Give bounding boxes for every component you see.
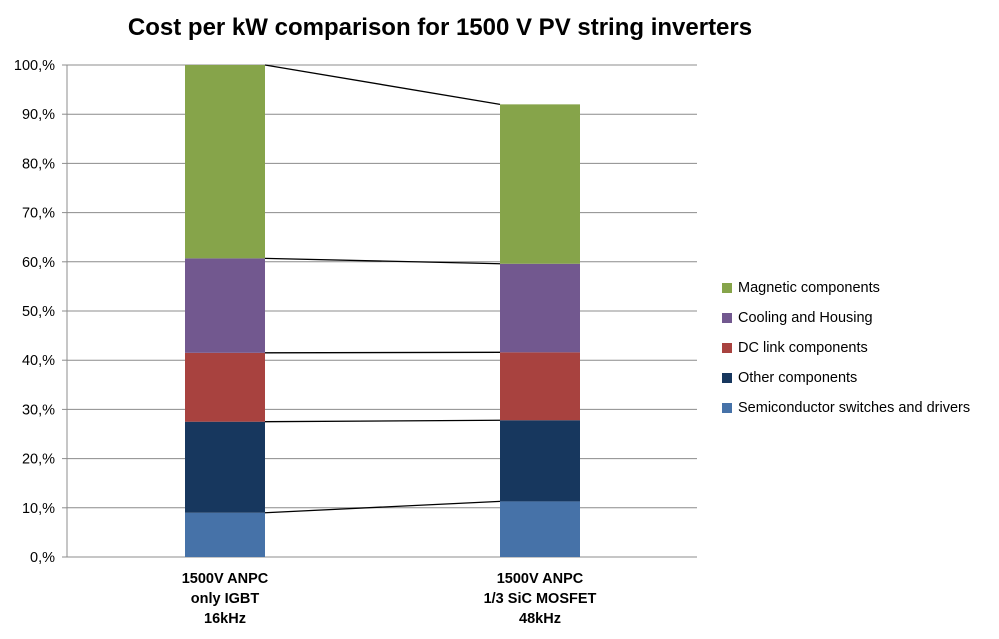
y-tick-label: 0,%	[30, 550, 55, 566]
y-tick-label: 90,%	[22, 107, 55, 123]
legend-item: Cooling and Housing	[722, 303, 970, 333]
series-line	[264, 500, 501, 514]
legend-item: Other components	[722, 363, 970, 393]
series-line	[264, 257, 501, 265]
legend-label: Cooling and Housing	[738, 310, 873, 326]
bar-segment-magnetic-components	[185, 65, 265, 259]
bar-segment-cooling-and-housing	[500, 263, 580, 353]
bar-segment-cooling-and-housing	[185, 258, 265, 353]
x-tick-label: 1500V ANPC	[182, 571, 269, 587]
bar-segment-other-components	[500, 420, 580, 502]
bar-segment-dc-link-components	[185, 352, 265, 422]
y-tick-label: 50,%	[22, 304, 55, 320]
legend-swatch	[722, 313, 732, 323]
legend-item: Magnetic components	[722, 273, 970, 303]
chart-title: Cost per kW comparison for 1500 V PV str…	[127, 14, 753, 41]
legend-swatch	[722, 343, 732, 353]
x-tick-label: 1500V ANPC	[497, 571, 584, 587]
bar-segment-dc-link-components	[500, 352, 580, 421]
legend-swatch	[722, 373, 732, 383]
y-tick-label: 70,%	[22, 206, 55, 222]
bar-segment-other-components	[185, 421, 265, 513]
y-tick-label: 10,%	[22, 501, 55, 517]
bar-segment-semiconductor-switches-and-drivers	[185, 512, 265, 557]
bar-segment-semiconductor-switches-and-drivers	[500, 501, 580, 557]
legend-label: Other components	[738, 370, 858, 386]
legend-item: Semiconductor switches and drivers	[722, 393, 970, 423]
y-tick-label: 30,%	[22, 402, 55, 418]
x-tick-label: 16kHz	[204, 611, 246, 627]
legend-swatch	[722, 283, 732, 293]
legend-label: DC link components	[738, 340, 868, 356]
y-tick-label: 20,%	[22, 452, 55, 468]
series-line	[264, 64, 501, 106]
y-tick-label: 60,%	[22, 255, 55, 271]
series-line	[264, 419, 501, 423]
bar-segment-magnetic-components	[500, 104, 580, 264]
legend-label: Semiconductor switches and drivers	[738, 400, 971, 416]
legend-item: DC link components	[722, 333, 970, 363]
y-tick-label: 80,%	[22, 156, 55, 172]
legend-swatch	[722, 403, 732, 413]
legend: Magnetic components Cooling and Housing DC…	[722, 273, 970, 423]
legend-label: Magnetic components	[738, 280, 880, 296]
y-tick-label: 40,%	[22, 353, 55, 369]
x-tick-label: 1/3 SiC MOSFET	[484, 591, 597, 607]
x-tick-label: 48kHz	[519, 611, 561, 627]
y-tick-label: 100,%	[14, 58, 55, 74]
x-tick-label: only IGBT	[191, 591, 260, 607]
